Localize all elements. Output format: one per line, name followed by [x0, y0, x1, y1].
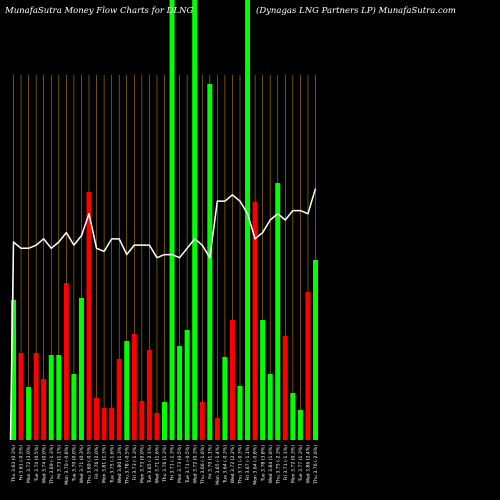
x-tick-label: Mon 3.73 (0.0%) [139, 445, 145, 483]
bar-up [245, 0, 251, 440]
x-tick-label: Wed 3.86 (2.4%) [306, 445, 312, 484]
x-tick-label: Tue 3.65 (-2.1%) [147, 445, 153, 484]
x-tick-label: Thu 3.71 (-0.3%) [238, 445, 244, 485]
x-tick-label: Wed 3.72 (0.3%) [192, 445, 198, 484]
bar-down [33, 353, 39, 440]
bar-up [71, 374, 77, 440]
x-tick-label: Thu 3.78 (-0.5%) [124, 445, 130, 485]
bar-series [11, 0, 318, 440]
x-tick-label: Thu 3.76 (1.3%) [162, 445, 168, 483]
bar-up [192, 0, 198, 440]
bar-up [267, 374, 273, 440]
bar-down [116, 359, 122, 440]
bar-down [86, 192, 92, 440]
x-tick-label: Mon 3.81 (1.3%) [102, 445, 108, 483]
price-line [9, 188, 317, 441]
bar-down [252, 202, 258, 440]
bar-down [131, 334, 137, 440]
bar-up [26, 387, 32, 440]
x-tick-label: Wed 3.71 (1.6%) [155, 445, 161, 484]
bar-up [297, 410, 303, 440]
x-tick-label: Thu 3.76 (-2.6%) [313, 445, 319, 485]
bar-up [48, 355, 54, 440]
bar-down [229, 320, 235, 440]
x-tick-label: Tue 3.75 (-1.6%) [109, 445, 115, 484]
x-tick-label: Thu 3.66 (-1.6%) [200, 445, 206, 485]
x-tick-label: Fri 3.71 (-1.1%) [283, 445, 289, 481]
price-line-series [9, 188, 317, 441]
x-tick-label: Mon 3.70 (-0.8%) [64, 445, 70, 485]
bar-down [305, 292, 311, 440]
bar-down [41, 379, 47, 440]
x-tick-label: Thu 3.63 (0.3%) [11, 445, 17, 483]
x-tick-label: Fri 3.70 (1.1%) [207, 445, 213, 479]
x-tick-label: Thu 3.69 (-1.3%) [49, 445, 55, 485]
bar-down [139, 401, 145, 440]
x-tick-label: Wed 3.84 (1.6%) [268, 445, 274, 484]
x-tick-label: Fri 3.71 (-1.3%) [170, 445, 176, 481]
bar-down [109, 408, 115, 440]
x-tick-label: Mon 3.73 (0.5%) [177, 445, 183, 483]
x-tick-label: Mon 3.72 (0.3%) [290, 445, 296, 483]
x-tick-label: Fri 3.76 (2.0%) [94, 445, 100, 479]
x-tick-label: Mon 3.65 (-1.4%) [215, 445, 221, 485]
bar-down [154, 413, 160, 440]
x-tick-label: Fri 3.67 (-1.1%) [245, 445, 251, 481]
x-tick-labels: Thu 3.63 (0.3%) Fri 3.61 (-0.5%) Mon 3.72 … [11, 445, 319, 485]
bar-up [56, 355, 62, 440]
bar-down [63, 283, 69, 440]
x-tick-label: Thu 3.69 (-0.5%) [87, 445, 93, 485]
x-tick-label: Mon 3.64 (-0.8%) [253, 445, 259, 485]
chart-title: MunafaSutra Money Flow Charts for DLNG [4, 6, 194, 16]
x-tick-label: Wed 3.74 (0.0%) [41, 445, 47, 484]
x-tick-label: Fri 3.73 (1.1%) [56, 445, 62, 479]
x-tick-label: Fri 3.73 (-1.3%) [132, 445, 138, 481]
x-tick-label: Fri 3.61 (-0.5%) [19, 445, 25, 481]
bar-up [162, 402, 167, 440]
bar-down [18, 353, 24, 440]
chart-subtitle: (Dynagas LNG Partners LP) MunafaSutra.co… [256, 5, 456, 16]
bar-up [260, 320, 266, 440]
x-tick-label: Mon 3.72 (3.0%) [26, 445, 32, 483]
bar-up [177, 346, 183, 440]
bar-down [101, 408, 107, 440]
x-tick-label: Thu 3.75 (-2.3%) [275, 445, 281, 485]
bar-up [169, 0, 175, 440]
bar-up [11, 300, 16, 440]
x-tick-label: Tue 3.77 (1.3%) [298, 445, 304, 482]
x-tick-label: Wed 3.72 (2.2%) [230, 445, 236, 484]
bar-up [207, 84, 213, 440]
x-tick-label: Tue 3.74 (0.5%) [34, 445, 40, 482]
bar-down [214, 418, 220, 440]
x-tick-label: Tue 3.78 (3.8%) [260, 445, 266, 482]
bar-up [78, 298, 84, 440]
x-tick-label: Tue 3.70 (0.0%) [72, 445, 78, 482]
bar-down [199, 402, 205, 440]
bar-up [184, 330, 190, 440]
bar-up [275, 183, 281, 440]
bar-down [94, 398, 100, 440]
bar-down [146, 350, 152, 440]
bar-up [237, 386, 243, 440]
bar-up [290, 393, 296, 440]
x-tick-label: Wed 3.80 (1.3%) [117, 445, 123, 484]
bar-up [222, 357, 228, 440]
bar-down [282, 336, 288, 440]
x-tick-label: Tue 3.71 (-0.5%) [185, 445, 191, 484]
x-tick-label: Tue 3.64 (-0.3%) [223, 445, 229, 484]
bar-up [313, 260, 318, 440]
bar-up [124, 341, 130, 440]
x-tick-label: Wed 3.71 (0.3%) [79, 445, 85, 484]
